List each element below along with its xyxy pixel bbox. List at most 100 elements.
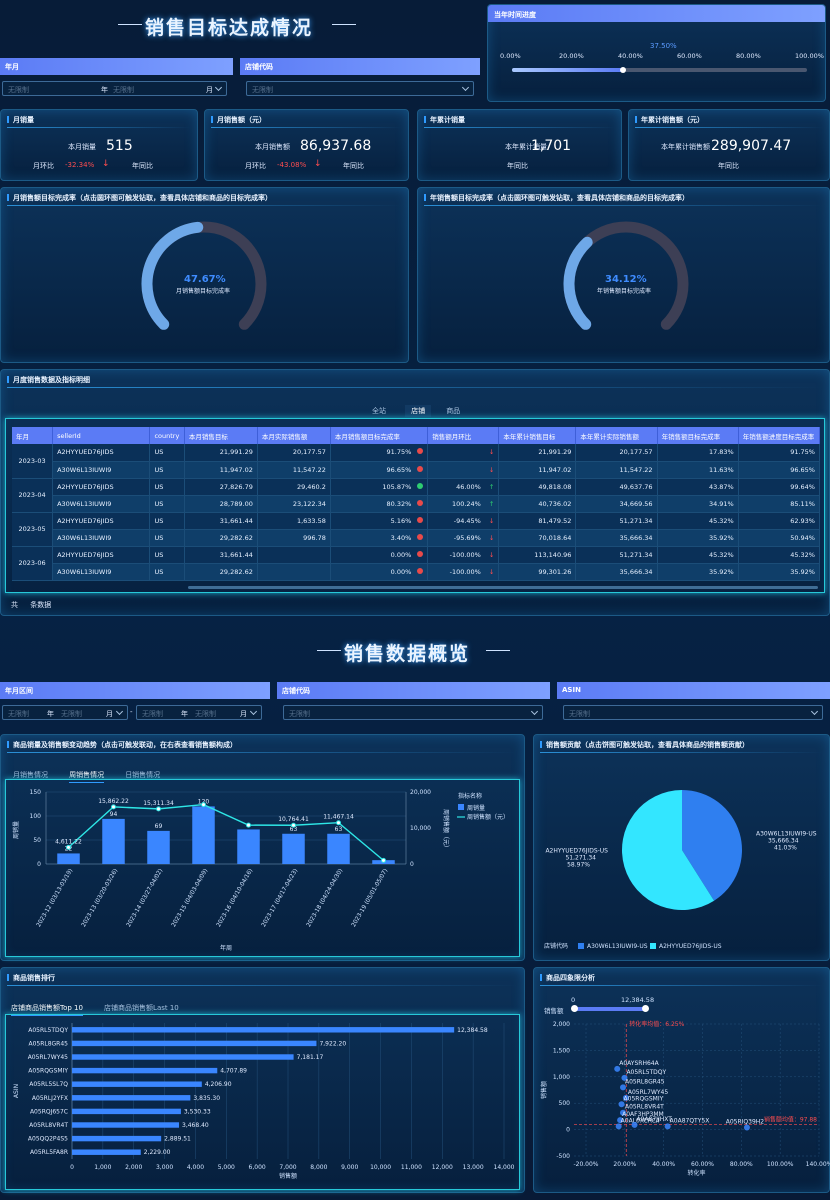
x-tick-label: 10,000 (370, 1164, 391, 1171)
bar-data-label: 120 (198, 798, 210, 805)
range-end-select[interactable]: 无限制 年 无限制 月 (136, 705, 262, 720)
column-header[interactable]: 本月实际销售额 (257, 427, 331, 444)
scatter-point (621, 1074, 628, 1081)
range-slider-track[interactable] (574, 1007, 646, 1011)
chevron-down-icon (530, 707, 539, 716)
kpi-yoy-label: 年同比 (343, 162, 364, 170)
yearly-gauge[interactable] (556, 216, 696, 336)
bar (327, 833, 350, 864)
kpi-yoy-label: 年同比 (132, 162, 153, 170)
column-header[interactable]: 本年累计销售目标 (498, 427, 577, 444)
rate-cell: 0.00% (330, 563, 429, 581)
asin-filter-select[interactable]: 无限制 (563, 705, 823, 720)
column-header[interactable]: 本年累计实际销售额 (575, 427, 658, 444)
bar-data-label: 3,530.33 (184, 1108, 211, 1115)
table-row[interactable]: 2023-05 A2HYYUED76JIDS US 31,661.44 1,633.58… (12, 512, 821, 547)
line-data-label: 11,467.14 (323, 814, 354, 821)
ref-label-x: 转化率均值：6.25% (629, 1020, 684, 1028)
range-slider-max-handle[interactable] (642, 1005, 649, 1012)
column-header[interactable]: country (149, 427, 185, 444)
column-header[interactable]: sellerId (52, 427, 151, 444)
x-tick-label: 20.00% (613, 1161, 636, 1168)
kpi-card-monthly-qty: 月销量 本月销量 515 月环比 -32.34% ↓ 年同比 (0, 109, 198, 181)
monthly-gauge[interactable] (134, 216, 274, 336)
mom-cell: -94.45% ↓ (427, 512, 500, 530)
yrate-cell: 34.91% (657, 495, 739, 513)
asin-filter-label: ASIN (557, 682, 830, 699)
yprog-cell: 50.94% (738, 529, 821, 547)
trend-chart[interactable]: 050100150010,00020,00022946912063634,611… (6, 780, 519, 956)
year-placeholder: 无限制 (8, 710, 29, 718)
range-start-select[interactable]: 无限制 年 无限制 月 (2, 705, 128, 720)
panel-title: 商品销量及销售额变动趋势（点击可触发联动，在右表查看销售额构成） (7, 740, 237, 750)
tab-last10[interactable]: 店铺商品销售额Last 10 (104, 1004, 179, 1012)
yprog-cell: 99.64% (738, 478, 821, 496)
month-filter-select[interactable]: 无限制 年 无限制 月 (2, 81, 227, 96)
kpi-label: 本年累计销售额 (661, 143, 710, 151)
bar (72, 1108, 181, 1115)
y-tick-label: 500 (559, 1100, 571, 1107)
bar-data-label: 7,922.20 (319, 1040, 346, 1047)
ranking-chart[interactable]: 0 1,000 2,000 3,000 4,000 5,000 6,000 7,000 8,00… (6, 1015, 519, 1189)
table-row[interactable]: 2023-03 A2HYYUED76JIDS US 21,991.29 20,177.5… (12, 444, 821, 479)
rate-cell: 96.65% (330, 461, 429, 479)
target-cell: 31,661.44 (184, 546, 258, 564)
tab-store[interactable]: 店铺 (405, 405, 432, 417)
tab-weekly[interactable]: 周销售情况 (69, 771, 105, 783)
horizontal-scrollbar[interactable] (188, 586, 818, 589)
month-placeholder: 无限制 (195, 710, 216, 718)
arrow-down-icon: ↓ (488, 465, 495, 474)
tab-monthly[interactable]: 月销售情况 (13, 771, 48, 779)
point-label: A05RQGSMIY (624, 1095, 664, 1102)
table-row[interactable]: 2023-04 A2HYYUED76JIDS US 27,826.79 29,460.2… (12, 478, 821, 513)
line-point (246, 822, 251, 828)
tab-product[interactable]: 商品 (446, 407, 461, 415)
tab-all[interactable]: 全站 (372, 407, 386, 415)
table-row[interactable]: A30W6L13IUWI9 US 28,789.00 23,122.34 80.32% 1… (12, 495, 821, 513)
column-header[interactable]: 年月 (12, 427, 54, 444)
column-header[interactable]: 年销售额目标完成率 (657, 427, 739, 444)
panel-title: 月度销售数据及指标明细 (7, 375, 90, 385)
kpi-mom-label: 月环比 (33, 162, 54, 170)
column-header[interactable]: 年销售额进度目标完成率 (738, 427, 821, 444)
point-label: A0AL0XCRC4 (621, 1117, 660, 1124)
kpi-card-yearly-sales: 年累计销售额（元） 本年累计销售额 289,907.47 年同比 (628, 109, 830, 181)
x-tick-label: 2023-16 (04/10-04/16) (216, 868, 254, 928)
y2-axis-title: 周销售额（元） (442, 809, 450, 851)
bar (72, 1040, 317, 1047)
tab-top10[interactable]: 店铺商品销售额Top 10 (11, 1004, 83, 1016)
yprog-cell: 96.65% (738, 461, 821, 479)
time-progress-title: 当年时间进度 (494, 11, 536, 19)
table-row[interactable]: A30W6L13IUWI9 US 11,947.02 11,547.22 96.65% ↓… (12, 461, 821, 479)
target-cell: 21,991.29 (184, 444, 258, 462)
arrow-down-icon: ↓ (488, 550, 495, 559)
column-header[interactable]: 本月销售额目标完成率 (330, 427, 429, 444)
bar-data-label: 63 (290, 826, 298, 833)
arrow-down-icon: ↓ (488, 533, 495, 542)
range-slider-min-handle[interactable] (571, 1005, 578, 1012)
store-filter-select[interactable]: 无限制 (246, 81, 474, 96)
bar-data-label: 63 (335, 826, 343, 833)
point-label: A05RL8GR45 (625, 1078, 665, 1085)
gauge-value: 47.67% (184, 274, 226, 285)
legend-swatch (650, 943, 656, 949)
kpi-title: 年累计销售额（元） (635, 115, 704, 125)
y-tick-label: 100 (30, 813, 42, 820)
section1-title: 销售目标达成情况 (145, 17, 314, 39)
table-row[interactable]: 2023-06 A2HYYUED76JIDS US 31,661.44 0.00% -10… (12, 546, 821, 581)
quadrant-chart[interactable]: 2,000 1,500 1,000 500 0 -500-20.00% 20.00% 40.0… (534, 1016, 830, 1192)
scatter-point (620, 1084, 626, 1091)
scatter-point (617, 1117, 624, 1124)
table-row[interactable]: A30W6L13IUWI9 US 29,282.62 0.00% -100.00% ↓ 99… (12, 563, 821, 581)
panel-title: 商品销售排行 (7, 973, 55, 983)
column-header[interactable]: 销售额月环比 (427, 427, 500, 444)
store2-filter-select[interactable]: 无限制 (283, 705, 543, 720)
kpi-yoy-label: 年同比 (718, 162, 739, 170)
column-header[interactable]: 本月销售目标 (184, 427, 258, 444)
seller-cell: A30W6L13IUWI9 (52, 563, 151, 581)
pie-chart[interactable]: A30W6L13IUWI9-US35,666.3441.03%A2HYYUED7… (534, 755, 830, 955)
table-row[interactable]: A30W6L13IUWI9 US 29,282.62 996.78 3.40% -95.6… (12, 529, 821, 547)
yprog-cell: 62.93% (738, 512, 821, 530)
bar-data-label: 3,468.40 (182, 1122, 209, 1129)
tab-daily[interactable]: 日销售情况 (125, 771, 161, 779)
